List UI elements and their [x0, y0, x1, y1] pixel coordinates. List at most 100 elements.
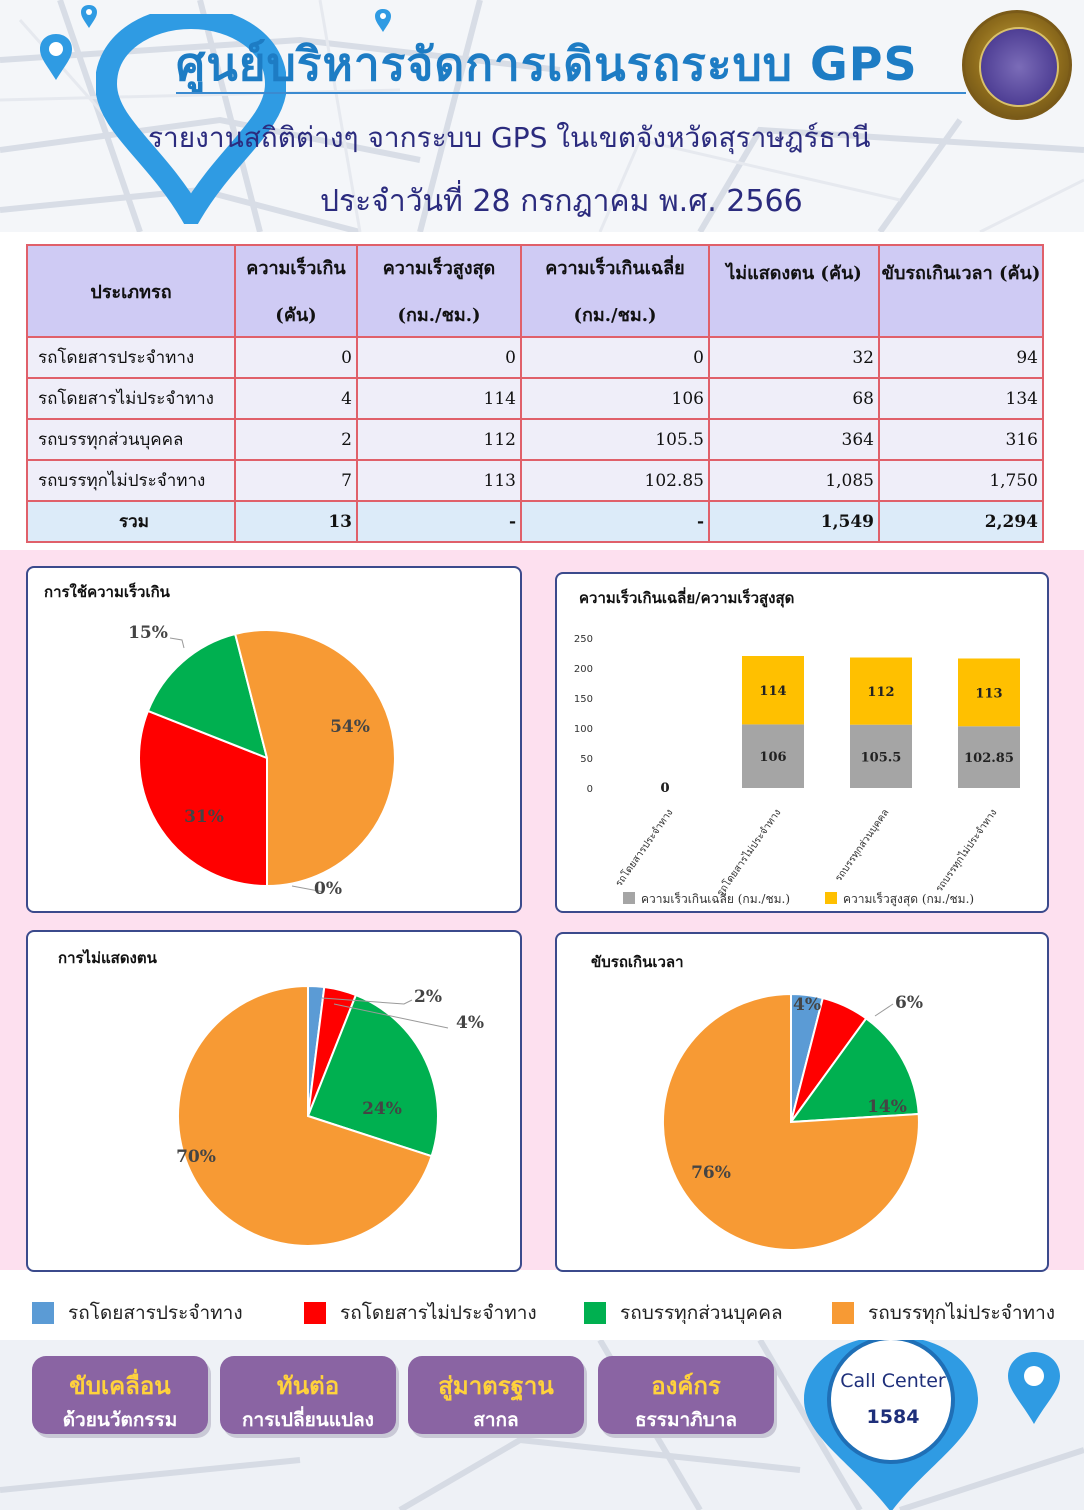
table-total-row: รวม 13 - - 1,549 2,294 — [27, 501, 1043, 542]
legend-swatch — [825, 892, 837, 904]
table-cell: 106 — [521, 378, 709, 419]
legend-item: รถโดยสารไม่ประจำทาง — [304, 1298, 537, 1328]
legend-swatch — [623, 892, 635, 904]
y-tick-label: 150 — [574, 694, 593, 705]
header-max-speed: ความเร็วสูงสุด (กม./ชม.) — [357, 245, 521, 337]
y-tick-label: 200 — [574, 664, 593, 675]
pie-data-label: 6% — [895, 993, 923, 1013]
call-center-number: 1584 — [832, 1406, 954, 1428]
bar-data-label: 102.85 — [964, 751, 1014, 766]
table-cell: 113 — [357, 460, 521, 501]
chart-over-time-panel: ขับรถเกินเวลา 4% 6% 14% 76% — [555, 932, 1049, 1272]
y-tick-label: 100 — [574, 724, 593, 735]
bar-data-label: 0 — [660, 781, 669, 796]
table-cell: 0 — [235, 337, 357, 378]
header-avg-over-speed: ความเร็วเกินเฉลี่ย (กม./ชม.) — [521, 245, 709, 337]
table-cell: 364 — [709, 419, 879, 460]
table-cell: 114 — [357, 378, 521, 419]
header-not-identified: ไม่แสดงตน (คัน) — [709, 245, 879, 337]
pie-data-label: 2% — [414, 987, 442, 1007]
table-cell: 316 — [879, 419, 1043, 460]
legend-swatch — [304, 1302, 326, 1324]
pie-data-label: 70% — [176, 1147, 216, 1167]
bar-data-label: 106 — [759, 750, 786, 765]
legend-swatch — [584, 1302, 606, 1324]
statistics-table: ประเภทรถ ความเร็วเกิน (คัน) ความเร็วสูงสุ… — [26, 244, 1044, 543]
y-tick-label: 250 — [574, 634, 593, 645]
leader-line — [875, 1004, 893, 1016]
chart-speed-bar-panel: ความเร็วเกินเฉลี่ย/ความเร็วสูงสุด 0 50 100… — [555, 572, 1049, 913]
page-subtitle: รายงานสถิติต่างๆ จากระบบ GPS ในเขตจังหวั… — [148, 116, 988, 160]
pie-data-label: 54% — [330, 717, 370, 737]
legend-swatch — [832, 1302, 854, 1324]
table-row: รถโดยสารไม่ประจำทาง 4 114 106 68 134 — [27, 378, 1043, 419]
legend-label: รถบรรทุกไม่ประจำทาง — [868, 1298, 1055, 1328]
chart-not-identified-panel: การไม่แสดงตน 2% 4% 24% 70% — [26, 930, 522, 1272]
y-tick-label: 0 — [587, 784, 593, 795]
slogan-pill: สู่มาตรฐาน สากล — [408, 1356, 584, 1434]
table-cell: 1,750 — [879, 460, 1043, 501]
header-vehicle-type: ประเภทรถ — [27, 245, 235, 337]
slogan-pill: ทันต่อ การเปลี่ยนแปลง — [220, 1356, 396, 1434]
table-header-row: ประเภทรถ ความเร็วเกิน (คัน) ความเร็วสูงสุ… — [27, 245, 1043, 337]
table-cell: 7 — [235, 460, 357, 501]
legend-item: รถบรรทุกไม่ประจำทาง — [832, 1298, 1055, 1328]
legend-swatch — [32, 1302, 54, 1324]
x-category-label: รถบรรทุกไม่ประจำทาง — [933, 807, 999, 895]
table-cell: - — [357, 501, 521, 542]
table-cell: 2,294 — [879, 501, 1043, 542]
table-cell: 13 — [235, 501, 357, 542]
pie-data-label: 24% — [362, 1099, 402, 1119]
legend-label: รถโดยสารประจำทาง — [68, 1298, 243, 1328]
bar-data-label: 112 — [867, 685, 894, 700]
location-pin-icon — [1006, 1350, 1062, 1426]
table-row: รถบรรทุกไม่ประจำทาง 7 113 102.85 1,085 1… — [27, 460, 1043, 501]
location-pin-icon — [80, 4, 98, 30]
location-pin-icon — [38, 32, 74, 82]
page-title: ศูนย์บริหารจัดการเดินรถระบบ GPS — [176, 28, 956, 101]
footer: ขับเคลื่อน ด้วยนวัตกรรม ทันต่อ การเปลี่ยนแ… — [0, 1340, 1084, 1510]
legend-item: รถโดยสารประจำทาง — [32, 1298, 243, 1328]
header-over-time: ขับรถเกินเวลา (คัน) — [879, 245, 1043, 337]
table-cell: 0 — [357, 337, 521, 378]
pie-data-label: 15% — [128, 623, 168, 643]
table-cell: - — [521, 501, 709, 542]
table-cell: 134 — [879, 378, 1043, 419]
y-tick-label: 50 — [580, 754, 593, 765]
shared-legend: รถโดยสารประจำทาง รถโดยสารไม่ประจำทาง รถบ… — [0, 1290, 1084, 1336]
table-cell: 0 — [521, 337, 709, 378]
table-cell: รถบรรทุกส่วนบุคคล — [27, 419, 235, 460]
table-cell: 4 — [235, 378, 357, 419]
bar-data-label: 113 — [975, 686, 1002, 701]
header: ศูนย์บริหารจัดการเดินรถระบบ GPS รายงานสถ… — [0, 0, 1084, 232]
table-cell: รถโดยสารไม่ประจำทาง — [27, 378, 235, 419]
table-cell: 1,085 — [709, 460, 879, 501]
table-cell: รถโดยสารประจำทาง — [27, 337, 235, 378]
header-over-speed: ความเร็วเกิน (คัน) — [235, 245, 357, 337]
table-cell: 1,549 — [709, 501, 879, 542]
slogan-pill: ขับเคลื่อน ด้วยนวัตกรรม — [32, 1356, 208, 1434]
table-row: รถโดยสารประจำทาง 0 0 0 32 94 — [27, 337, 1043, 378]
over-time-pie-chart: 4% 6% 14% 76% — [557, 934, 1047, 1270]
table-cell: 102.85 — [521, 460, 709, 501]
legend-label: รถบรรทุกส่วนบุคคล — [620, 1298, 783, 1328]
table-cell: 105.5 — [521, 419, 709, 460]
pie-data-label: 76% — [691, 1163, 731, 1183]
bar-data-label: 105.5 — [861, 750, 902, 765]
table-cell: 94 — [879, 337, 1043, 378]
legend-label: รถโดยสารไม่ประจำทาง — [340, 1298, 537, 1328]
x-category-label: รถบรรทุกส่วนบุคคล — [833, 807, 891, 883]
department-seal-logo — [962, 10, 1072, 120]
report-date: ประจำวันที่ 28 กรกฎาคม พ.ศ. 2566 — [320, 178, 880, 225]
x-category-label: รถโดยสารไม่ประจำทาง — [713, 806, 783, 898]
pie-data-label: 14% — [867, 1097, 907, 1117]
slogan-pill: องค์กร ธรรมาภิบาล — [598, 1356, 774, 1434]
bar-data-label: 114 — [759, 684, 786, 699]
over-speed-pie-chart: 0% 31% 15% 54% — [28, 568, 520, 911]
x-category-label: รถโดยสารประจำทาง — [612, 806, 675, 889]
pie-data-label: 4% — [793, 995, 821, 1015]
legend-label: ความเร็วสูงสุด (กม./ชม.) — [843, 891, 974, 907]
chart-over-speed-panel: การใช้ความเร็วเกิน 0% 31% 15% 54% — [26, 566, 522, 913]
table-cell: รถบรรทุกไม่ประจำทาง — [27, 460, 235, 501]
table-cell: 68 — [709, 378, 879, 419]
